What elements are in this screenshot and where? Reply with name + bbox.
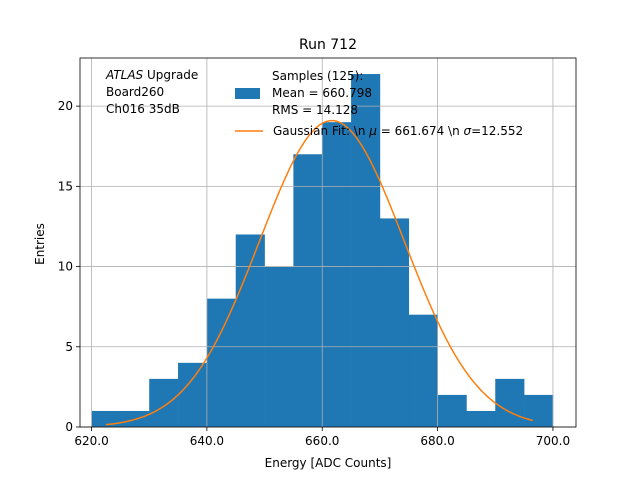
histogram-bar [466,410,496,427]
atlas-annotation: ATLAS Upgrade Board260 Ch016 35dB [105,68,198,116]
histogram-bar [206,298,237,427]
y-axis-label: Entries [33,223,47,265]
legend-label-fit: Gaussian Fit: \n μ = 661.674 \n σ=12.552 [273,124,523,138]
histogram-bar [322,122,352,427]
legend: Samples (125): Mean = 660.798 RMS = 14.1… [235,69,523,138]
y-tick-label: 0 [65,420,73,434]
gaussian-fit-curve [105,119,533,426]
histogram-bar [495,378,525,427]
x-tick-label: 640.0 [190,434,224,448]
y-tick-label: 5 [65,340,73,354]
histogram-bar [408,314,438,427]
x-tick-label: 700.0 [536,434,570,448]
y-tick-label: 20 [58,99,73,113]
x-tick-label: 660.0 [305,434,339,448]
axes-frame [79,57,577,428]
histogram-bar [437,394,467,427]
legend-line: Samples (125): [272,69,363,83]
x-tick-label: 620.0 [74,434,108,448]
histogram-bar [149,378,179,427]
histogram-bar [524,394,554,427]
x-axis-label: Energy [ADC Counts] [265,456,392,470]
histogram-bar [351,74,381,427]
legend-line: RMS = 14.128 [272,103,358,117]
annotation-line: Board260 [106,85,164,99]
histogram-bar [91,410,121,427]
histogram-bar [293,154,323,427]
annotation-line: Ch016 35dB [106,102,180,116]
legend-line: Mean = 660.798 [272,86,372,100]
chart-title: Run 712 [299,37,357,53]
y-tick-label: 15 [58,179,73,193]
annotation-line: ATLAS Upgrade [105,68,198,82]
legend-swatch-histogram [235,88,260,99]
y-tick-label: 10 [58,260,73,274]
legend-label-histogram: Samples (125): Mean = 660.798 RMS = 14.1… [272,69,372,117]
histogram-bar [178,362,208,427]
histogram-bar [379,218,410,427]
axis-ticks: 620.0 640.0 660.0 680.0 700.0 0 5 10 15 20 [58,99,570,448]
x-tick-label: 680.0 [420,434,454,448]
